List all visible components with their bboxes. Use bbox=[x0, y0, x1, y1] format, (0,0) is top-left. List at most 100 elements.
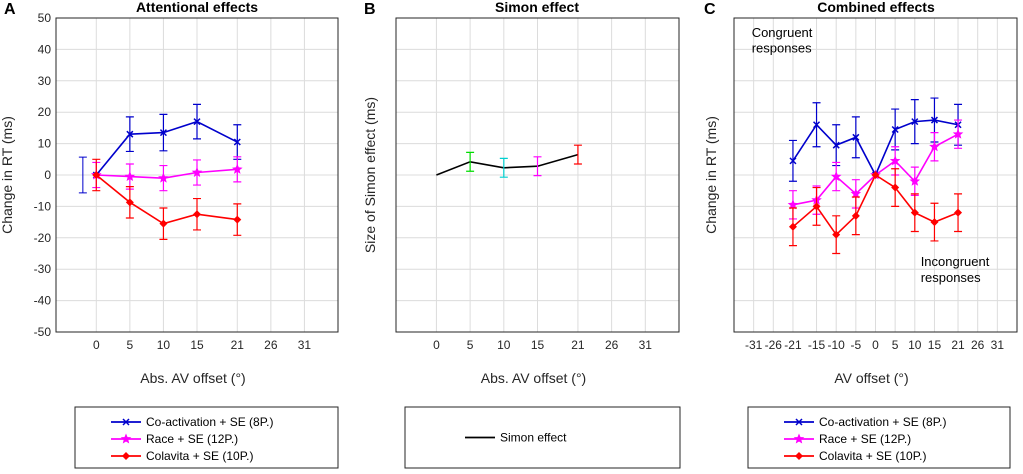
data-point bbox=[92, 171, 101, 179]
x-tick-label: 10 bbox=[157, 338, 171, 352]
data-point bbox=[232, 163, 243, 174]
x-tick-label: 0 bbox=[872, 338, 879, 352]
panel-letter: A bbox=[4, 1, 16, 18]
series-line bbox=[436, 153, 579, 176]
legend-marker bbox=[122, 418, 130, 426]
data-point bbox=[891, 125, 899, 134]
x-axis-label: Abs. AV offset (°) bbox=[140, 370, 245, 386]
x-tick-label: 10 bbox=[908, 338, 922, 352]
legend-box bbox=[747, 406, 1011, 469]
legend-label-race-se-12p: Race + SE (12P.) bbox=[146, 432, 238, 446]
series-race-se-12p bbox=[90, 156, 243, 192]
series-simon-effect bbox=[436, 144, 582, 178]
x-tick-label: -21 bbox=[784, 338, 802, 352]
data-point bbox=[852, 133, 860, 141]
x-tick-label: 10 bbox=[497, 338, 511, 352]
x-tick-label: 21 bbox=[951, 338, 965, 352]
chart-title: Simon effect bbox=[495, 0, 579, 15]
data-point bbox=[158, 172, 169, 183]
data-point bbox=[909, 175, 921, 186]
y-axis-label: Change in RT (ms) bbox=[0, 116, 15, 234]
x-tick-label: 0 bbox=[93, 338, 100, 352]
y-axis-label: Change in RT (ms) bbox=[703, 116, 719, 234]
x-tick-label: -5 bbox=[851, 338, 862, 352]
data-point bbox=[193, 118, 201, 126]
y-tick-label: -50 bbox=[34, 325, 52, 339]
x-axis-label: Abs. AV offset (°) bbox=[481, 370, 586, 386]
panel-letter: B bbox=[364, 1, 376, 18]
x-tick-label: 21 bbox=[231, 338, 245, 352]
data-point bbox=[929, 141, 940, 152]
data-point bbox=[830, 171, 842, 182]
x-tick-label: 21 bbox=[571, 338, 585, 352]
data-point bbox=[871, 171, 880, 179]
legend-marker bbox=[120, 433, 132, 444]
legend-marker bbox=[795, 418, 803, 426]
y-tick-label: -40 bbox=[34, 294, 52, 308]
data-point bbox=[832, 141, 840, 149]
data-point bbox=[889, 155, 901, 166]
y-tick-label: 10 bbox=[38, 137, 52, 151]
data-point bbox=[124, 171, 136, 182]
x-tick-label: 26 bbox=[605, 338, 619, 352]
data-point bbox=[788, 222, 797, 231]
legend-simon-effect: Simon effect bbox=[404, 406, 681, 469]
axes-frame bbox=[55, 17, 339, 333]
x-tick-label: 0 bbox=[433, 338, 440, 352]
data-point bbox=[850, 188, 862, 199]
x-tick-label: 15 bbox=[928, 338, 942, 352]
data-point bbox=[126, 130, 134, 138]
x-tick-label: -31 bbox=[745, 338, 763, 352]
legend-marker bbox=[793, 433, 805, 444]
legend-label-co-activation-se-8p: Co-activation + SE (8P.) bbox=[146, 415, 274, 429]
y-tick-label: 0 bbox=[44, 168, 51, 182]
error-bar bbox=[78, 156, 87, 194]
series-line bbox=[95, 120, 238, 176]
series-colavita-se-10p bbox=[92, 158, 242, 240]
data-point bbox=[789, 157, 797, 165]
x-tick-label: 15 bbox=[531, 338, 545, 352]
data-point bbox=[954, 208, 963, 217]
x-tick-label: 5 bbox=[892, 338, 899, 352]
data-point bbox=[832, 230, 841, 239]
data-point bbox=[910, 208, 919, 217]
data-point bbox=[233, 215, 242, 224]
data-point bbox=[930, 116, 938, 124]
annotation-responses: responses bbox=[752, 41, 812, 56]
y-tick-label: -20 bbox=[34, 231, 52, 245]
y-tick-label: -30 bbox=[34, 262, 52, 276]
data-point bbox=[891, 183, 900, 192]
data-point bbox=[159, 219, 168, 228]
series-co-activation-se-8p bbox=[92, 103, 242, 179]
y-tick-label: 30 bbox=[38, 74, 52, 88]
x-tick-label: 31 bbox=[298, 338, 312, 352]
legend-box bbox=[404, 406, 681, 469]
data-point bbox=[952, 128, 964, 139]
x-tick-label: 5 bbox=[467, 338, 474, 352]
data-point bbox=[159, 129, 167, 137]
annotation-responses: responses bbox=[921, 270, 981, 285]
panel-letter: C bbox=[704, 1, 716, 18]
panel-simon-effect: 0 5 10 15 21 26 31 Abs. AV offset (°) Size of Si… bbox=[362, 0, 680, 386]
legend-label-colavita-se-10p: Colavita + SE (10P.) bbox=[819, 449, 927, 463]
axes-frame bbox=[733, 17, 1018, 333]
annotation-congruent: Congruent bbox=[752, 25, 813, 40]
data-point bbox=[911, 118, 919, 126]
legends: Co-activation + SE (8P.) Race + SE (12P.)… bbox=[74, 406, 1011, 469]
data-point bbox=[851, 211, 860, 220]
panel-combined-effects: -31 -26 -21 -15 -10 -5 0 5 10 15 21 26 31 AV offset (… bbox=[703, 0, 1018, 386]
data-point bbox=[125, 198, 134, 207]
data-point bbox=[787, 199, 799, 210]
x-tick-label: 26 bbox=[971, 338, 985, 352]
x-tick-label: 26 bbox=[264, 338, 278, 352]
x-tick-label: 31 bbox=[639, 338, 653, 352]
annotation-incongruent: Incongruent bbox=[921, 254, 990, 269]
x-tick-label: -10 bbox=[828, 338, 846, 352]
legend-marker bbox=[795, 452, 803, 460]
chart-title: Attentional effects bbox=[136, 0, 258, 15]
data-point bbox=[193, 210, 201, 219]
x-tick-label: 15 bbox=[190, 338, 204, 352]
legend-box bbox=[74, 406, 339, 469]
legend-label-race-se-12p: Race + SE (12P.) bbox=[819, 432, 911, 446]
